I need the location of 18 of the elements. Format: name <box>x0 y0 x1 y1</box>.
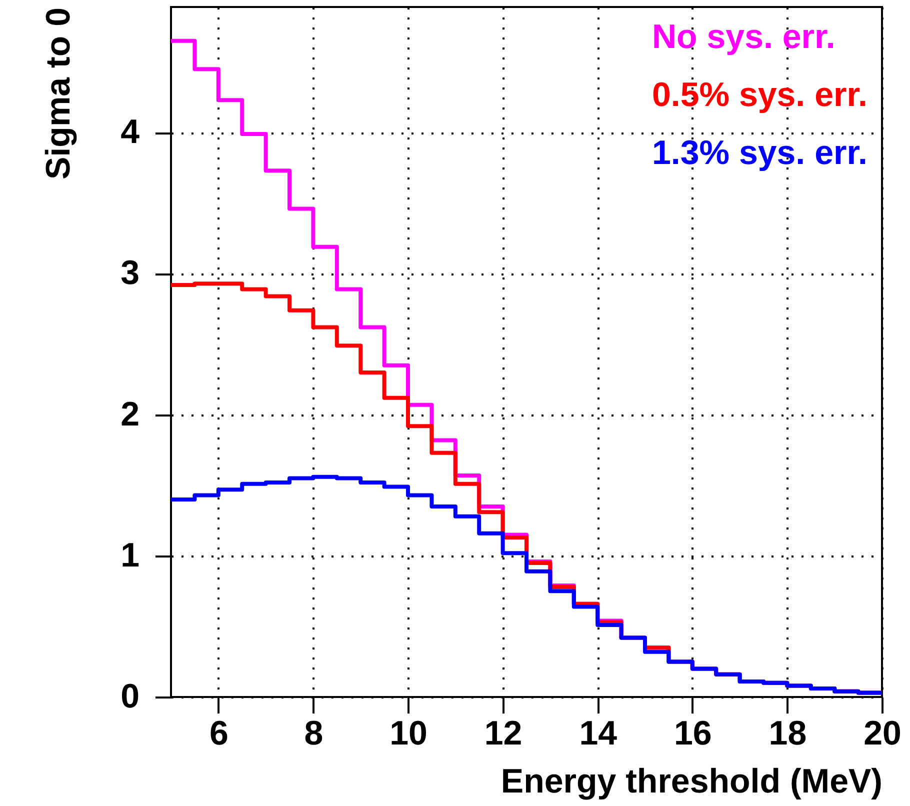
x-tick-label: 20 <box>864 714 902 752</box>
text: No sys. err. <box>652 18 836 56</box>
x-tick-label: 10 <box>390 714 428 752</box>
y-axis-title: Sigma to 0 <box>40 8 78 180</box>
x-axis-title: Energy threshold (MeV) <box>500 762 882 800</box>
y-tick-label: 1 <box>120 536 140 574</box>
x-tick-label: 12 <box>484 714 522 752</box>
y-tick-label: 4 <box>120 113 140 152</box>
y-tick-label: 3 <box>120 254 140 292</box>
x-tick-label: 8 <box>304 714 324 752</box>
x-tick-label: 14 <box>579 714 618 752</box>
x-tick-label: 6 <box>209 714 228 752</box>
y-tick-label: 0 <box>120 678 140 716</box>
text: 1.3% sys. err. <box>652 134 868 172</box>
y-tick-label: 2 <box>120 395 140 434</box>
x-tick-label: 18 <box>768 714 807 752</box>
text: 0.5% sys. err. <box>652 76 868 114</box>
x-tick-label: 16 <box>674 714 712 752</box>
